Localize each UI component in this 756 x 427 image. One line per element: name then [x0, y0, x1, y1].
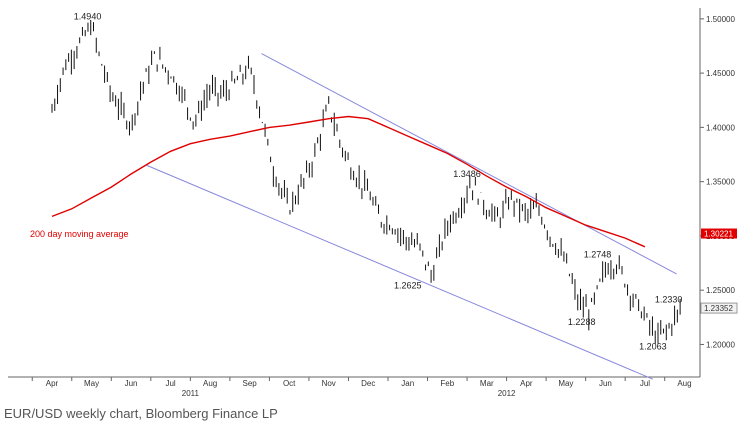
x-tick-label: Jul [165, 379, 175, 388]
x-tick-label: Sep [243, 379, 258, 388]
price-annotation: 1.2288 [568, 317, 596, 327]
x-tick-label: Apr [46, 379, 59, 388]
y-tick-label: 1.40000 [706, 123, 735, 132]
y-tick-label: 1.20000 [706, 340, 735, 349]
moving-average-label: 200 day moving average [30, 229, 129, 239]
x-tick-label: Dec [361, 379, 375, 388]
y-tick-label: 1.45000 [706, 69, 735, 78]
x-tick-label: May [84, 379, 99, 388]
price-annotation: 1.2625 [394, 281, 422, 291]
price-annotation: 1.3486 [453, 169, 481, 179]
x-tick-label: Aug [203, 379, 217, 388]
y-tick-label: 1.25000 [706, 286, 735, 295]
chart-caption: EUR/USD weekly chart, Bloomberg Finance … [4, 406, 278, 421]
last-price-label: 1.23352 [704, 304, 733, 313]
x-tick-label: Jun [599, 379, 612, 388]
x-tick-label: Jan [401, 379, 414, 388]
x-tick-label: Jul [640, 379, 650, 388]
x-tick-label: Apr [520, 379, 533, 388]
price-annotation: 1.4940 [74, 11, 102, 21]
ma-value-box [701, 228, 737, 239]
year-label: 2011 [182, 389, 200, 398]
last-price-box [700, 302, 738, 314]
eurusd-chart: 1.500001.450001.400001.350001.300001.250… [8, 8, 738, 398]
channel-lower-line [146, 164, 654, 380]
price-annotation: 1.2330 [655, 295, 683, 305]
year-label: 2012 [498, 389, 516, 398]
x-tick-label: Aug [677, 379, 691, 388]
moving-average-line [51, 115, 646, 248]
x-tick-label: Mar [480, 379, 494, 388]
x-tick-label: Feb [440, 379, 454, 388]
chart-area: 1.500001.450001.400001.350001.300001.250… [8, 8, 738, 398]
price-annotation: 1.2748 [584, 249, 612, 259]
x-tick-label: Nov [322, 379, 336, 388]
ma-value-label: 1.30221 [704, 230, 733, 239]
x-tick-label: Jun [125, 379, 138, 388]
x-tick-label: May [558, 379, 573, 388]
y-tick-label: 1.50000 [706, 15, 735, 24]
price-annotation: 1.2063 [639, 342, 667, 352]
y-tick-label: 1.35000 [706, 178, 735, 187]
x-tick-label: Oct [283, 379, 296, 388]
channel-upper-line [261, 53, 677, 275]
